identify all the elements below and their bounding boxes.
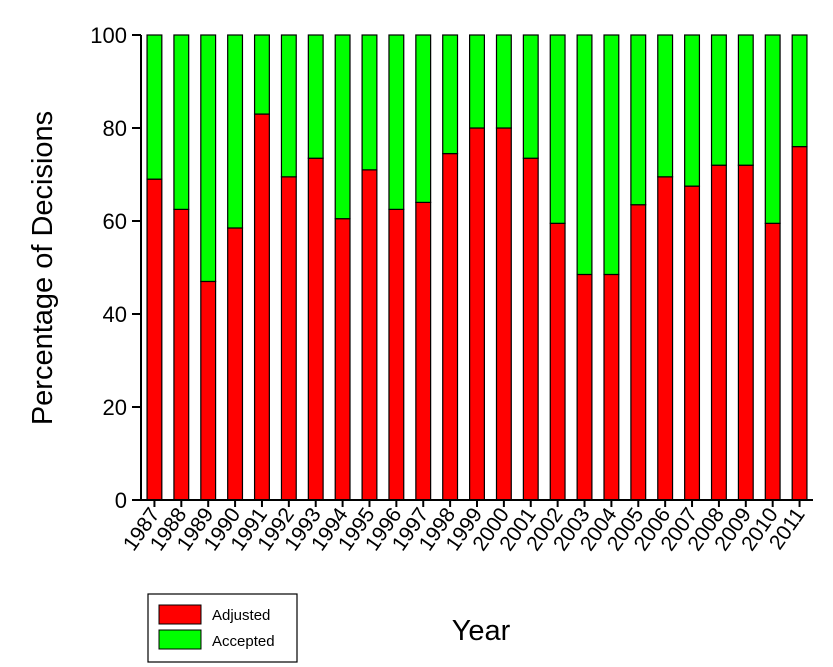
bar-adjusted-2007 <box>684 185 701 501</box>
bar-accepted-1998 <box>442 34 459 155</box>
legend: Adjusted Accepted <box>147 593 298 663</box>
bar-adjusted-2005 <box>630 204 647 501</box>
y-tick-label: 80 <box>103 116 127 141</box>
legend-swatch-adjusted <box>158 604 202 625</box>
bar-adjusted-2009 <box>737 164 754 501</box>
y-tick-label: 20 <box>103 395 127 420</box>
y-axis: 0 20 40 60 80 100 <box>90 23 142 513</box>
legend-label-accepted: Accepted <box>212 633 275 650</box>
bar-adjusted-1995 <box>361 169 378 501</box>
y-tick-label: 100 <box>90 23 127 48</box>
bar-adjusted-2000 <box>495 127 512 501</box>
bar-accepted-2005 <box>630 34 647 206</box>
bar-accepted-2004 <box>603 34 620 276</box>
y-tick-label: 0 <box>115 488 127 513</box>
bar-adjusted-2008 <box>710 164 727 501</box>
bar-accepted-1996 <box>388 34 405 210</box>
bar-accepted-2008 <box>710 34 727 166</box>
bar-accepted-1989 <box>200 34 217 283</box>
bar-accepted-1988 <box>173 34 190 210</box>
bars-group <box>146 34 808 501</box>
bar-adjusted-1998 <box>442 152 459 501</box>
bar-adjusted-2010 <box>764 222 781 501</box>
bar-adjusted-1991 <box>253 113 270 501</box>
bar-accepted-1990 <box>227 34 244 229</box>
bar-accepted-1999 <box>469 34 485 129</box>
bar-accepted-2001 <box>522 34 539 159</box>
bar-accepted-2007 <box>684 34 701 187</box>
bar-accepted-1991 <box>253 34 270 115</box>
bar-adjusted-2004 <box>603 273 620 501</box>
bar-adjusted-1999 <box>469 127 485 501</box>
bar-adjusted-1993 <box>307 157 324 501</box>
y-axis-title: Percentage of Decisions <box>27 111 59 425</box>
bar-adjusted-2002 <box>549 222 566 501</box>
bar-accepted-2000 <box>495 34 512 129</box>
legend-box <box>147 593 298 663</box>
bar-accepted-1993 <box>307 34 324 159</box>
bar-accepted-1987 <box>146 34 163 180</box>
bar-accepted-2009 <box>737 34 754 166</box>
bar-adjusted-1994 <box>334 218 351 501</box>
bar-accepted-1992 <box>280 34 297 178</box>
bar-adjusted-2001 <box>522 157 539 501</box>
bar-accepted-1997 <box>415 34 432 203</box>
bar-accepted-1994 <box>334 34 351 220</box>
bar-accepted-1995 <box>361 34 378 171</box>
bar-adjusted-1997 <box>415 201 432 501</box>
bar-accepted-2010 <box>764 34 781 224</box>
y-tick-label: 60 <box>103 209 127 234</box>
bar-adjusted-1987 <box>146 178 163 501</box>
bar-adjusted-1989 <box>200 280 217 501</box>
bar-adjusted-1988 <box>173 208 190 501</box>
bar-accepted-2006 <box>657 34 674 178</box>
bar-adjusted-1990 <box>227 227 244 501</box>
bar-accepted-2003 <box>576 34 593 276</box>
bar-adjusted-2003 <box>576 273 593 501</box>
y-tick-label: 40 <box>103 302 127 327</box>
bar-accepted-2011 <box>791 34 808 148</box>
bar-adjusted-2011 <box>791 146 808 501</box>
bar-adjusted-1996 <box>388 208 405 501</box>
x-axis-title: Year <box>452 615 511 647</box>
bar-adjusted-2006 <box>657 176 674 501</box>
x-axis: 1987198819891990199119921993199419951996… <box>119 499 813 555</box>
legend-label-adjusted: Adjusted <box>212 607 270 624</box>
bar-accepted-2002 <box>549 34 566 224</box>
bar-adjusted-1992 <box>280 176 297 501</box>
legend-swatch-accepted <box>158 629 202 650</box>
